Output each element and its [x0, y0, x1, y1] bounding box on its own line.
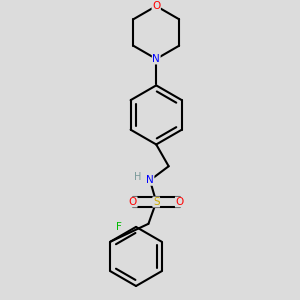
Text: O: O [176, 197, 184, 207]
Text: N: N [146, 175, 154, 185]
Text: O: O [152, 1, 160, 11]
Text: F: F [116, 222, 122, 232]
Text: S: S [153, 197, 160, 207]
Text: N: N [152, 54, 160, 64]
Text: H: H [134, 172, 142, 182]
Text: O: O [129, 197, 137, 207]
